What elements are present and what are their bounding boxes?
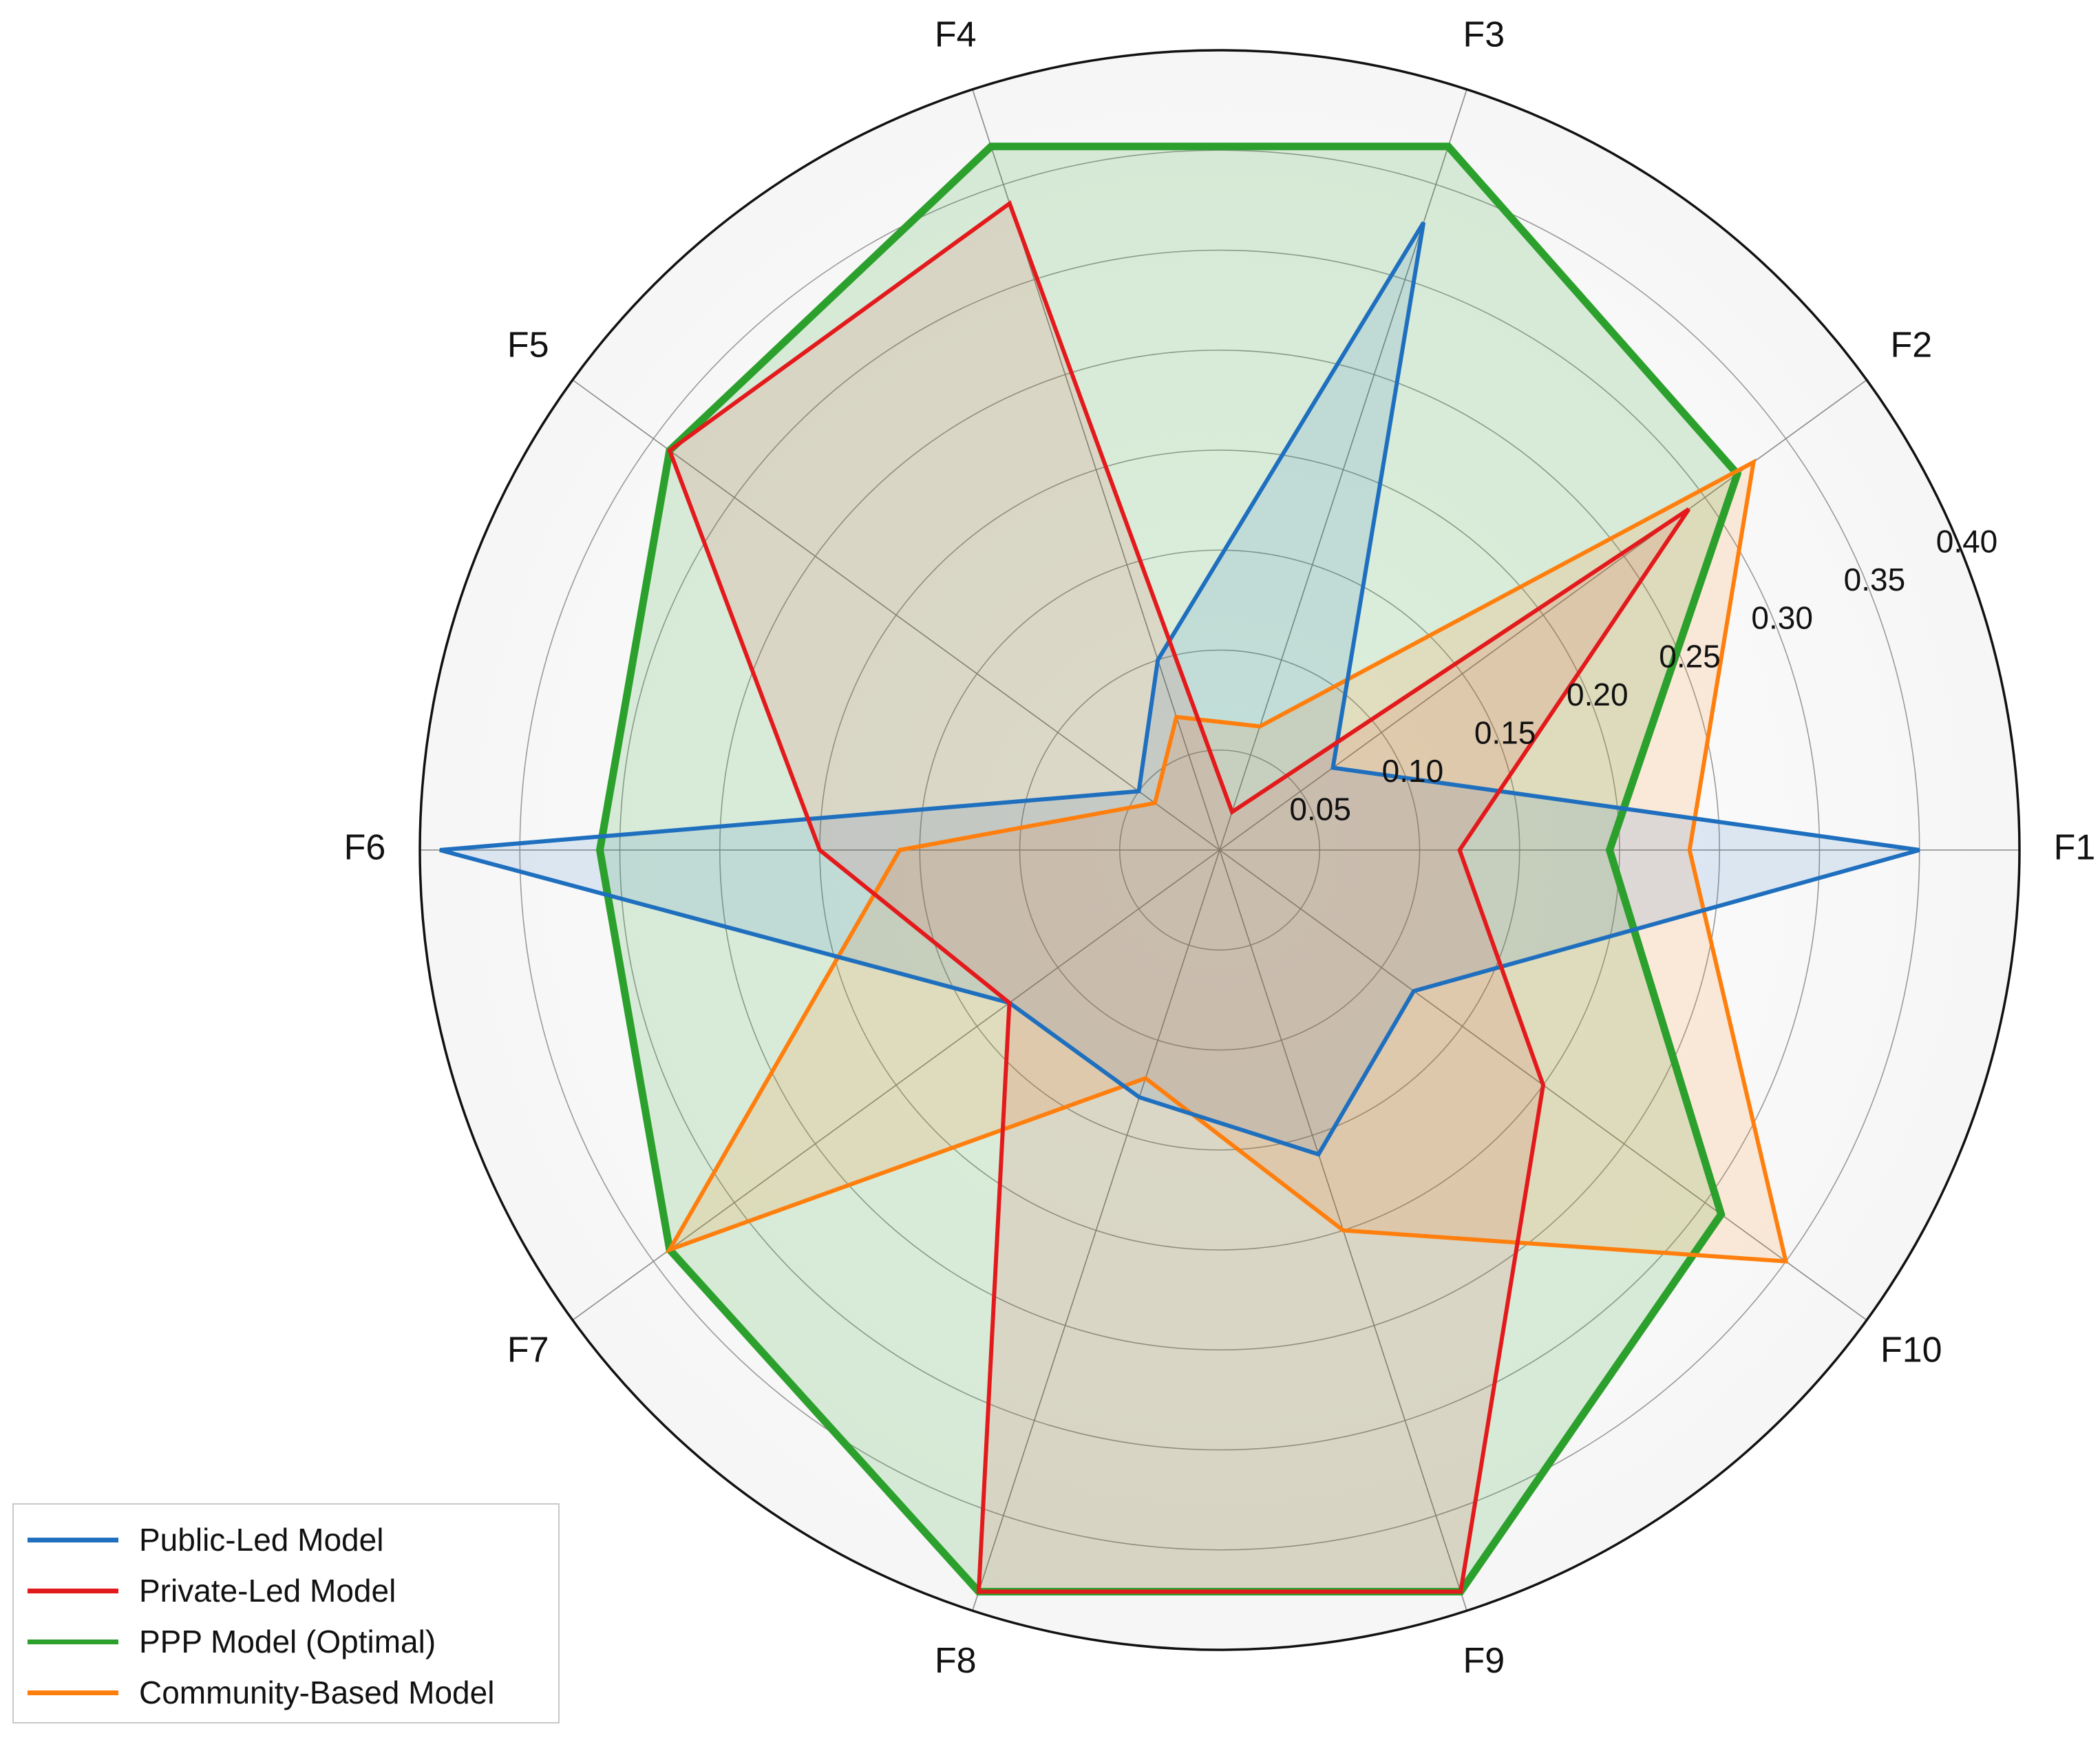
- axis-label-f1: F1: [2054, 828, 2096, 868]
- axis-label-f6: F6: [344, 828, 386, 868]
- outer-frame: [418, 49, 2021, 1651]
- legend-item-private-led: Private-Led Model: [28, 1565, 544, 1616]
- axis-label-f9: F9: [1463, 1641, 1505, 1681]
- radial-tick-label: 0.05: [1289, 792, 1351, 827]
- legend: Public-Led Model Private-Led Model PPP M…: [12, 1503, 560, 1723]
- legend-label: PPP Model (Optimal): [139, 1624, 436, 1659]
- radial-tick-label: 0.40: [1936, 523, 1998, 559]
- radial-tick-labels: 0.05 0.10 0.15 0.20 0.25 0.30 0.35 0.40: [1289, 523, 1997, 827]
- legend-item-ppp: PPP Model (Optimal): [28, 1616, 544, 1667]
- radial-tick-label: 0.25: [1659, 638, 1721, 674]
- axis-label-f5: F5: [507, 326, 549, 365]
- axis-labels: F1 F2 F3 F4 F5 F6 F7 F8 F9 F10: [344, 15, 2096, 1681]
- axis-label-f8: F8: [935, 1641, 977, 1681]
- grid-spoke: [1219, 89, 1467, 851]
- axis-label-f2: F2: [1890, 326, 1932, 365]
- series-private-led-fill: [669, 203, 1689, 1592]
- radial-tick-label: 0.30: [1751, 600, 1813, 636]
- legend-item-community-based: Community-Based Model: [28, 1667, 544, 1718]
- series-public-led-fill: [440, 222, 1920, 1155]
- axis-label-f7: F7: [507, 1330, 549, 1370]
- axis-label-f4: F4: [935, 15, 977, 55]
- legend-swatch: [28, 1537, 118, 1542]
- legend-swatch: [28, 1690, 118, 1695]
- legend-label: Public-Led Model: [139, 1522, 384, 1558]
- axis-label-f10: F10: [1880, 1330, 1942, 1370]
- series-private-led-line: [667, 200, 1691, 1594]
- radial-tick-label: 0.35: [1844, 562, 1906, 597]
- legend-label: Community-Based Model: [139, 1675, 495, 1710]
- grid-spoke: [572, 849, 1220, 1321]
- legend-label: Private-Led Model: [139, 1573, 396, 1609]
- radial-tick-label: 0.20: [1567, 677, 1629, 712]
- series-ppp-line: [595, 142, 1742, 1595]
- radial-tick-label: 0.10: [1382, 753, 1444, 789]
- grid-spoke: [972, 849, 1220, 1611]
- series-public-led-line: [439, 221, 1920, 1157]
- series-ppp-fill: [600, 146, 1738, 1592]
- grid-spoke: [1219, 379, 1867, 851]
- axis-label-f3: F3: [1463, 15, 1505, 55]
- series-community-based-fill: [669, 462, 1786, 1262]
- legend-swatch: [28, 1639, 118, 1644]
- grid-spoke: [572, 379, 1220, 851]
- legend-item-public-led: Public-Led Model: [28, 1514, 544, 1565]
- series-community-based-line: [665, 458, 1789, 1264]
- series-layer: [439, 142, 1920, 1595]
- radial-tick-label: 0.15: [1474, 714, 1536, 750]
- legend-swatch: [28, 1588, 118, 1593]
